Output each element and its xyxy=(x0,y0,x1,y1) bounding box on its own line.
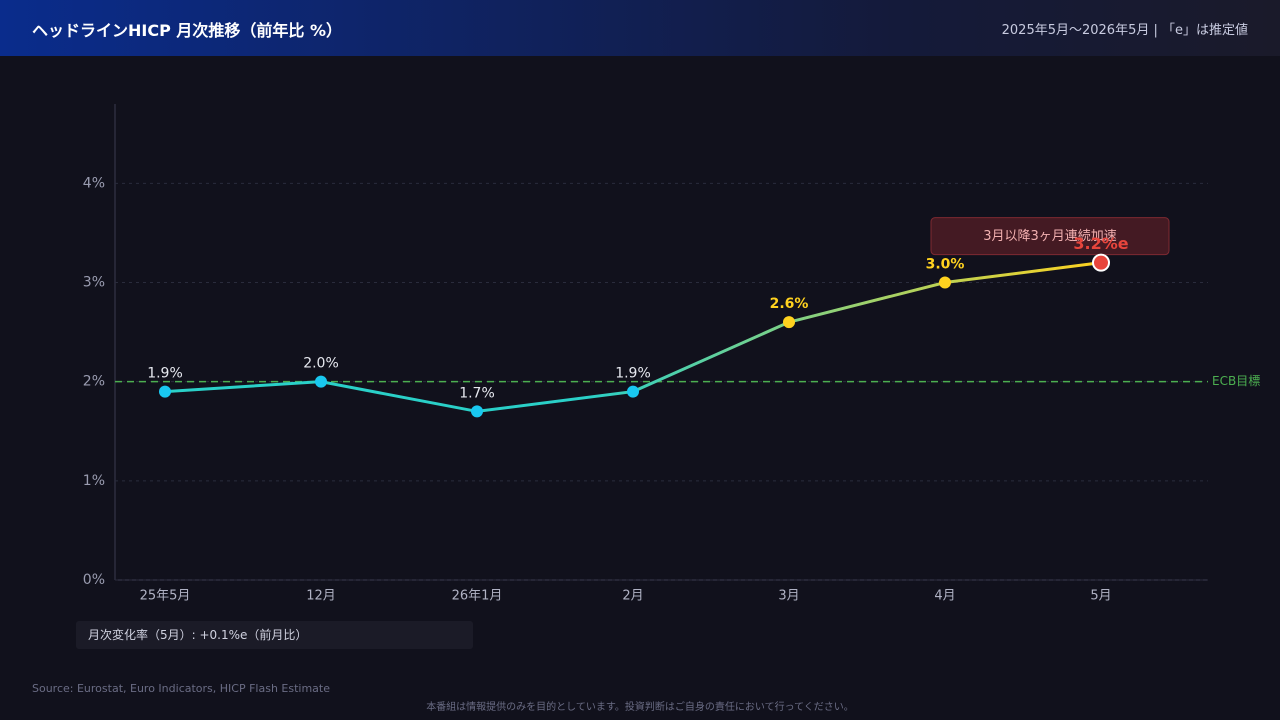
subtitle: 2025年5月〜2026年5月 | 「e」は推定値 xyxy=(1001,23,1248,38)
x-tick-label: 4月 xyxy=(934,589,955,604)
x-tick-label: 25年5月 xyxy=(140,589,191,604)
value-label: 2.0% xyxy=(303,356,339,372)
disclaimer: 本番組は情報提供のみを目的としています。投資判断はご自身の責任において行ってくだ… xyxy=(426,702,854,713)
y-tick-label: 2% xyxy=(83,374,105,390)
y-tick-label: 0% xyxy=(83,572,105,588)
x-tick-label: 12月 xyxy=(306,589,336,604)
point xyxy=(939,276,951,289)
point xyxy=(315,375,327,388)
note: 月次変化率（5月）: +0.1%e（前月比） xyxy=(76,621,473,649)
x-tick-label: 5月 xyxy=(1090,589,1111,604)
y-tick-label: 1% xyxy=(83,473,105,489)
reference-label: ECB目標 xyxy=(1212,374,1260,388)
point xyxy=(627,385,639,398)
point xyxy=(159,385,171,398)
y-tick-label: 4% xyxy=(83,175,105,191)
annotation-box xyxy=(930,217,1170,256)
value-label: 3.2%e xyxy=(1073,234,1128,253)
annotation: 3月以降3ヶ月連続加速 xyxy=(983,229,1117,244)
chart: 0% 1% 2% 3% 4% ECB目標 3月以降3ヶ月連続加速 25年5月 1.9% 12月 2.… xyxy=(83,104,1260,604)
title: ヘッドラインHICP 月次推移（前年比 %） xyxy=(32,21,342,40)
y-tick-label: 3% xyxy=(83,275,105,291)
value-label: 3.0% xyxy=(926,257,965,273)
point xyxy=(471,405,483,418)
x-tick-label: 2月 xyxy=(622,589,643,604)
value-label: 1.7% xyxy=(459,385,495,401)
value-label: 1.9% xyxy=(147,366,183,382)
value-label: 2.6% xyxy=(770,296,809,312)
x-tick-label: 26年1月 xyxy=(452,589,503,604)
header: ヘッドラインHICP 月次推移（前年比 %） 2025年5月〜2026年5月 |… xyxy=(0,0,1280,56)
source: Source: Eurostat, Euro Indicators, HICP … xyxy=(32,682,331,695)
value-label: 1.9% xyxy=(615,366,651,382)
point xyxy=(783,316,795,329)
point xyxy=(1092,253,1110,272)
x-tick-label: 3月 xyxy=(778,589,799,604)
